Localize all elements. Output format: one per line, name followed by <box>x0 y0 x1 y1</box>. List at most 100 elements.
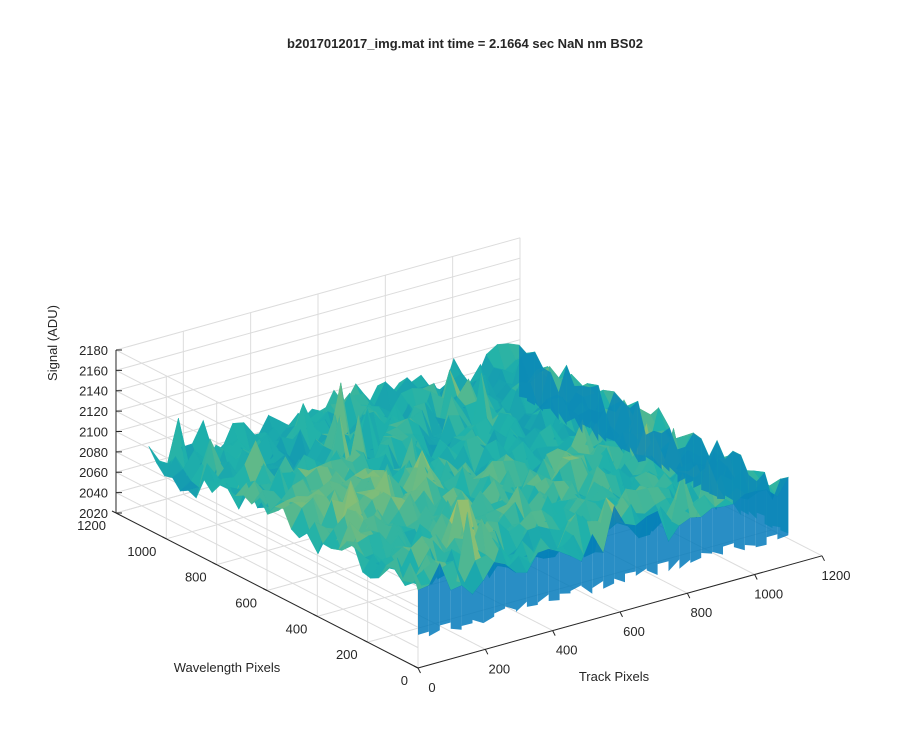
surface-wall <box>685 432 694 485</box>
surface-wall <box>542 367 551 410</box>
surface-wall <box>764 472 773 529</box>
y-tick-mark <box>313 613 318 617</box>
surface-wall <box>550 372 559 420</box>
surface-wall <box>494 562 506 614</box>
surface-wall <box>590 385 599 442</box>
surface-wall <box>558 365 567 426</box>
surface-wall <box>712 506 723 555</box>
y-tick-label: 800 <box>185 570 207 585</box>
wall-grid-line <box>115 492 419 649</box>
surface-wall <box>534 352 543 412</box>
wall-grid-line <box>115 451 419 608</box>
surface-wall <box>527 352 535 406</box>
x-tick-label: 600 <box>623 624 645 639</box>
surface-wall <box>701 438 710 493</box>
ticks-layer: 0 200 400 600 800 1000 1200 0 200 400 600 800 1000 12… <box>77 343 850 695</box>
x-tick-label: 1000 <box>754 587 783 602</box>
surface-wall <box>690 516 702 563</box>
surface-wall <box>717 440 725 500</box>
surface-wall <box>772 479 781 528</box>
z-tick-label: 2060 <box>79 465 108 480</box>
z-tick-label: 2180 <box>79 343 108 358</box>
surface-wall <box>622 400 630 453</box>
surface-wall <box>606 391 615 441</box>
y-tick-label: 600 <box>235 595 257 610</box>
z-axis-label: Signal (ADU) <box>45 305 60 381</box>
x-tick-mark <box>484 649 489 655</box>
surface-wall <box>679 517 691 569</box>
x-tick-label: 400 <box>556 643 578 658</box>
surface-wall <box>516 572 527 612</box>
y-tick-mark <box>111 510 117 514</box>
x-tick-mark <box>686 592 691 599</box>
surface-wall <box>592 534 604 589</box>
z-tick-label: 2160 <box>79 363 108 378</box>
surface-patch <box>148 446 168 464</box>
wall-grid-line <box>115 318 521 432</box>
surface-wall <box>661 427 670 472</box>
x-tick-mark <box>821 555 825 562</box>
x-tick-mark <box>417 667 421 674</box>
surface-wall <box>526 552 538 607</box>
z-tick-label: 2080 <box>79 445 108 460</box>
surface-wall <box>574 385 583 434</box>
x-tick-label: 800 <box>690 605 712 620</box>
wall-grid-line <box>115 257 521 371</box>
wall-grid-line <box>115 237 521 351</box>
z-tick-label: 2140 <box>79 384 108 399</box>
x-axis-label: Track Pixels <box>579 669 650 684</box>
z-tick-label: 2100 <box>79 424 108 439</box>
surface-wall <box>428 563 440 637</box>
surface-wall <box>657 510 669 565</box>
surface-wall <box>629 401 638 462</box>
z-tick-label: 2040 <box>79 486 108 501</box>
wall-grid-line <box>115 278 521 392</box>
surface-wall <box>614 391 622 451</box>
surface-wall <box>570 555 582 591</box>
surface-wall <box>723 503 734 547</box>
y-axis-label: Wavelength Pixels <box>174 660 281 675</box>
surface-wall <box>418 585 429 635</box>
surface-wall <box>635 516 647 576</box>
y-tick-mark <box>413 665 419 669</box>
surface-wall <box>603 505 615 589</box>
surface-wall <box>559 551 571 594</box>
surface-wall <box>740 455 749 515</box>
x-tick-mark <box>754 574 758 580</box>
surface-wall <box>472 580 484 624</box>
surface-wall <box>483 562 495 624</box>
chart-title: b2017012017_img.mat int time = 2.1664 se… <box>287 36 643 51</box>
y-tick-mark <box>363 639 368 643</box>
surface-wall <box>582 385 591 429</box>
surface-wall <box>450 585 462 630</box>
surface-wall <box>748 474 757 519</box>
surface-wall <box>519 345 527 399</box>
surface-wall <box>780 477 789 534</box>
surface-wall <box>668 525 680 572</box>
surface-wall <box>637 401 646 463</box>
x-tick-mark <box>552 630 556 636</box>
surface-wall <box>439 563 451 626</box>
surface-wall <box>653 430 662 470</box>
surface-wall <box>461 585 473 626</box>
surface-wall <box>693 432 702 488</box>
y-tick-mark <box>262 588 268 591</box>
y-tick-label: 1200 <box>77 518 106 533</box>
x-tick-label: 0 <box>428 680 435 695</box>
y-tick-mark <box>212 562 217 566</box>
surface-wall <box>598 385 607 442</box>
x-tick-label: 200 <box>488 661 510 676</box>
x-tick-label: 1200 <box>822 568 851 583</box>
y-tick-label: 1000 <box>127 544 156 559</box>
surface-wall <box>725 451 733 501</box>
y-tick-label: 200 <box>336 647 358 662</box>
surface-wall <box>566 365 575 423</box>
surface-wall <box>548 548 560 601</box>
surface-wall <box>645 430 654 462</box>
wall-grid-line <box>115 339 521 453</box>
surface-mesh <box>148 343 789 637</box>
surface-wall <box>537 548 549 603</box>
surface-wall <box>669 427 678 475</box>
